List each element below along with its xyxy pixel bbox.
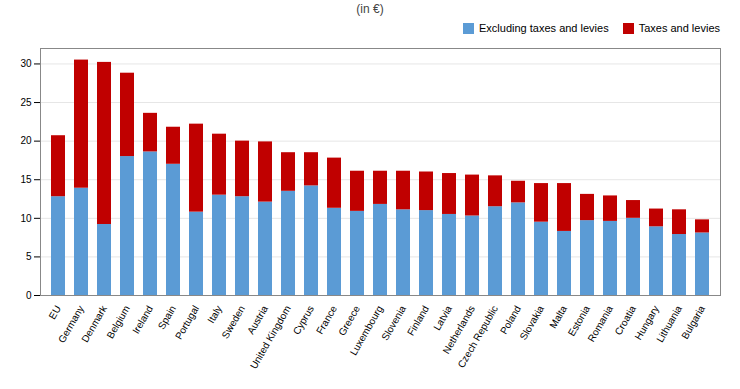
svg-text:Cyprus: Cyprus [291, 304, 316, 337]
html-text:(in €): (in €) [356, 2, 384, 16]
svg-text:Netherlands: Netherlands [440, 303, 477, 356]
svg-text:Lithuania: Lithuania [654, 303, 684, 344]
html-text:Excluding taxes and levies: Excluding taxes and levies [479, 22, 609, 34]
svg-text:Czech Republic: Czech Republic [455, 304, 500, 370]
svg-text:Luxembourg: Luxembourg [348, 304, 385, 358]
svg-text:Romania: Romania [585, 303, 615, 344]
svg-text:Germany: Germany [55, 303, 86, 345]
svg-text:Malta: Malta [547, 303, 569, 330]
svg-text:Slovenia: Slovenia [379, 303, 408, 342]
svg-text:Bulgaria: Bulgaria [679, 303, 707, 341]
svg-text:Croatia: Croatia [612, 303, 638, 337]
svg-text:Estonia: Estonia [565, 303, 592, 338]
svg-text:Spain: Spain [156, 304, 178, 332]
svg-text:20: 20 [20, 135, 32, 146]
svg-text:Ireland: Ireland [130, 304, 155, 336]
svg-text:0: 0 [26, 290, 32, 301]
svg-text:Slovakia: Slovakia [518, 303, 547, 342]
svg-text:Belgium: Belgium [104, 304, 132, 341]
svg-text:Greece: Greece [336, 303, 362, 338]
svg-text:Portugal: Portugal [173, 304, 201, 342]
svg-text:Sweden: Sweden [219, 304, 247, 341]
svg-text:United Kingdom: United Kingdom [248, 304, 293, 371]
svg-text:Italy: Italy [205, 304, 224, 325]
svg-text:Finland: Finland [405, 304, 431, 338]
svg-text:Hungary: Hungary [632, 303, 661, 342]
svg-text:EU: EU [47, 304, 63, 322]
html-text:Taxes and levies: Taxes and levies [638, 22, 720, 34]
svg-text:France: France [314, 303, 339, 336]
svg-text:Latvia: Latvia [431, 303, 454, 332]
svg-text:Poland: Poland [498, 304, 523, 336]
svg-text:15: 15 [20, 174, 32, 185]
svg-text:30: 30 [20, 58, 32, 69]
svg-text:Austria: Austria [245, 303, 270, 336]
svg-text:25: 25 [20, 97, 32, 108]
svg-text:5: 5 [26, 251, 32, 262]
svg-text:10: 10 [20, 213, 32, 224]
svg-text:Denmark: Denmark [79, 303, 109, 344]
